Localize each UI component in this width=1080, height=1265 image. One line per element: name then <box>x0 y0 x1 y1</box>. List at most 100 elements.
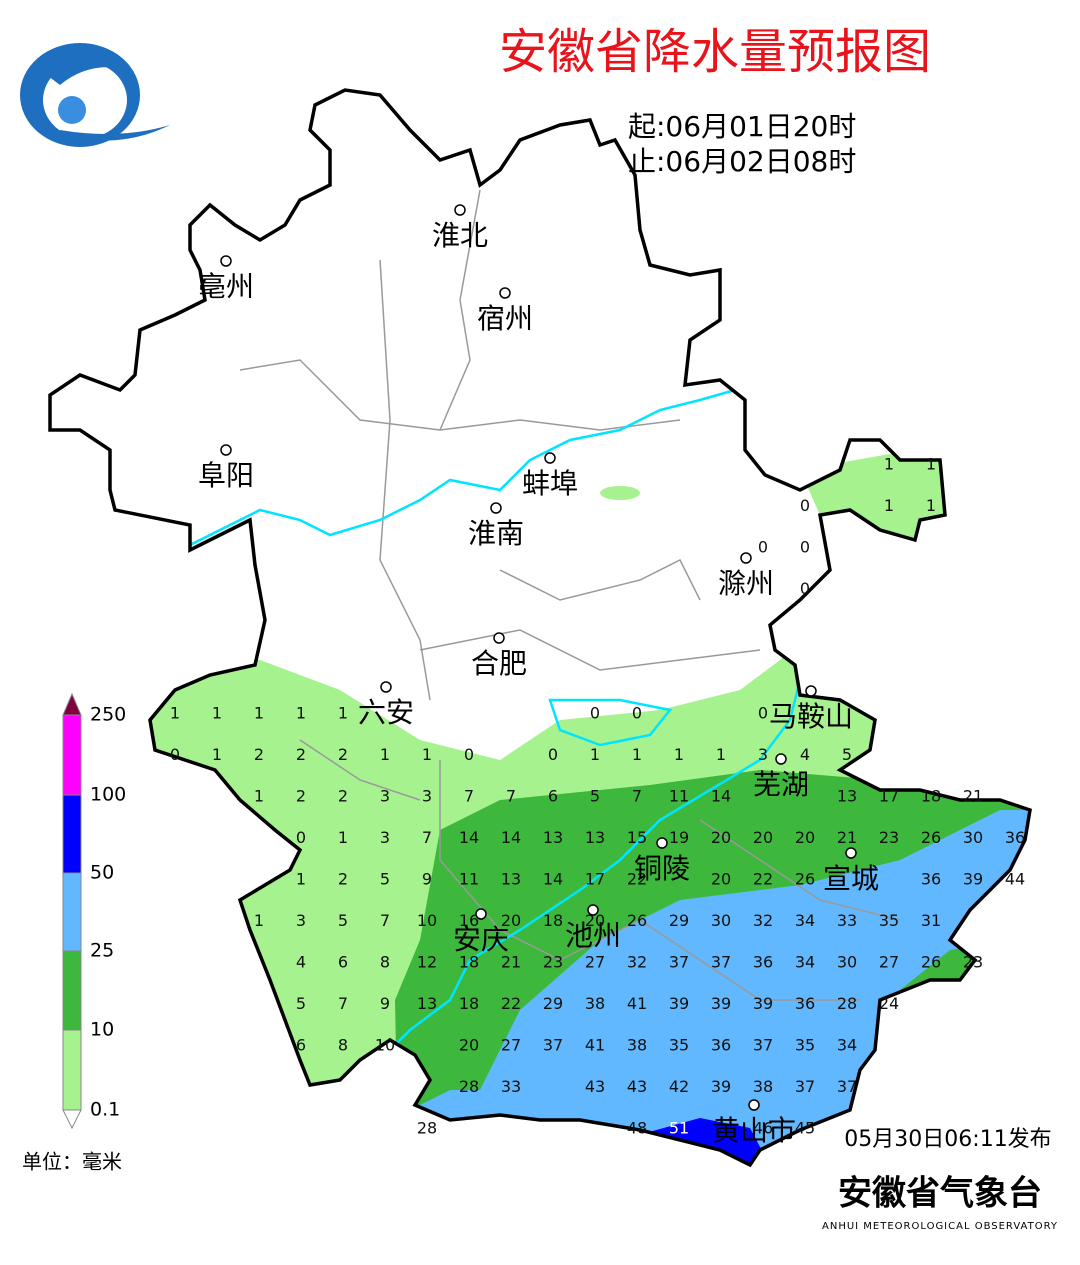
grid-value: 7 <box>338 994 348 1013</box>
grid-value: 36 <box>921 870 941 889</box>
grid-value: 1 <box>884 496 894 515</box>
city-label: 滁州 <box>718 567 774 600</box>
grid-value: 7 <box>380 911 390 930</box>
station-dot <box>805 685 817 697</box>
grid-value: 39 <box>711 994 731 1013</box>
legend-label: 250 <box>90 704 126 726</box>
grid-value: 1 <box>926 455 936 474</box>
grid-value: 19 <box>669 828 689 847</box>
grid-value: 1 <box>674 745 684 764</box>
grid-value: 30 <box>963 828 983 847</box>
org-en: ANHUI METEOROLOGICAL OBSERVATORY <box>822 1221 1058 1232</box>
grid-value: 20 <box>501 911 521 930</box>
city-label: 阜阳 <box>198 459 254 492</box>
issued: 05月30日06:11发布 <box>844 1127 1051 1152</box>
city-label: 池州 <box>565 919 621 952</box>
title: 安徽省降水量预报图 <box>499 24 931 80</box>
grid-value: 29 <box>669 911 689 930</box>
grid-value: 7 <box>464 787 474 806</box>
grid-value: 38 <box>585 994 605 1013</box>
grid-value: 33 <box>837 911 857 930</box>
grid-value: 27 <box>501 1036 521 1055</box>
grid-value: 36 <box>795 994 815 1013</box>
grid-value: 39 <box>963 870 983 889</box>
grid-value: 20 <box>585 911 605 930</box>
grid-value: 29 <box>543 994 563 1013</box>
grid-value: 3 <box>380 787 390 806</box>
grid-value: 11 <box>669 787 689 806</box>
legend-label: 25 <box>90 940 114 962</box>
station-dot <box>493 632 505 644</box>
grid-value: 36 <box>753 953 773 972</box>
grid-value: 17 <box>879 787 899 806</box>
grid-value: 37 <box>753 1036 773 1055</box>
rivers <box>189 388 802 1087</box>
end-time: 止:06月02日08时 <box>628 145 856 178</box>
grid-value: 51 <box>669 1119 689 1138</box>
grid-value: 20 <box>459 1036 479 1055</box>
grid-value: 1 <box>380 745 390 764</box>
city-label: 铜陵 <box>634 852 690 885</box>
grid-value: 21 <box>963 787 983 806</box>
city-label: 淮北 <box>432 219 488 252</box>
grid-value: 32 <box>753 911 773 930</box>
grid-value: 28 <box>417 1119 437 1138</box>
grid-value: 3 <box>758 745 768 764</box>
grid-value: 21 <box>501 953 521 972</box>
grid-value: 37 <box>837 1077 857 1096</box>
city-label: 芜湖 <box>753 768 809 801</box>
station-dot <box>454 204 466 216</box>
grid-value: 0 <box>758 538 768 557</box>
zone-light <box>600 486 640 500</box>
city-label: 宿州 <box>477 302 533 335</box>
grid-value: 33 <box>501 1077 521 1096</box>
grid-value: 26 <box>921 828 941 847</box>
grid-value: 26 <box>627 911 647 930</box>
grid-value: 12 <box>417 953 437 972</box>
grid-value: 14 <box>543 870 563 889</box>
grid-value: 1 <box>296 870 306 889</box>
grid-value: 2 <box>338 787 348 806</box>
grid-value: 5 <box>296 994 306 1013</box>
grid-value: 5 <box>380 870 390 889</box>
grid-value: 1 <box>254 911 264 930</box>
grid-value: 0 <box>632 704 642 723</box>
grid-value: 2 <box>338 745 348 764</box>
grid-value: 20 <box>711 870 731 889</box>
station-dot <box>490 502 502 514</box>
grid-value: 4 <box>800 745 810 764</box>
grid-value: 1 <box>254 787 264 806</box>
grid-value: 13 <box>501 870 521 889</box>
grid-value: 37 <box>669 953 689 972</box>
grid-value: 0 <box>296 828 306 847</box>
grid-value: 22 <box>501 994 521 1013</box>
grid-value: 35 <box>879 911 899 930</box>
station-dot <box>656 837 668 849</box>
grid-value: 26 <box>795 870 815 889</box>
grid-value: 16 <box>459 911 479 930</box>
grid-value: 11 <box>459 870 479 889</box>
grid-value: 43 <box>627 1077 647 1096</box>
grid-value: 34 <box>795 953 815 972</box>
start-time: 起:06月01日20时 <box>628 110 856 143</box>
grid-value: 20 <box>753 828 773 847</box>
grid-value: 2 <box>296 745 306 764</box>
grid-value: 39 <box>711 1077 731 1096</box>
grid-value: 23 <box>963 953 983 972</box>
grid-value: 27 <box>879 953 899 972</box>
grid-value: 1 <box>296 704 306 723</box>
grid-value: 37 <box>711 953 731 972</box>
grid-value: 2 <box>254 745 264 764</box>
legend-label: 0.1 <box>90 1099 120 1121</box>
grid-value: 2 <box>296 787 306 806</box>
org: 安徽省气象台 <box>838 1174 1042 1214</box>
grid-value: 1 <box>590 745 600 764</box>
grid-value: 6 <box>338 953 348 972</box>
grid-value: 24 <box>879 994 899 1013</box>
grid-value: 20 <box>711 828 731 847</box>
grid-value: 41 <box>627 994 647 1013</box>
grid-value: 13 <box>543 828 563 847</box>
grid-value: 45 <box>795 1119 815 1138</box>
grid-value: 28 <box>459 1077 479 1096</box>
